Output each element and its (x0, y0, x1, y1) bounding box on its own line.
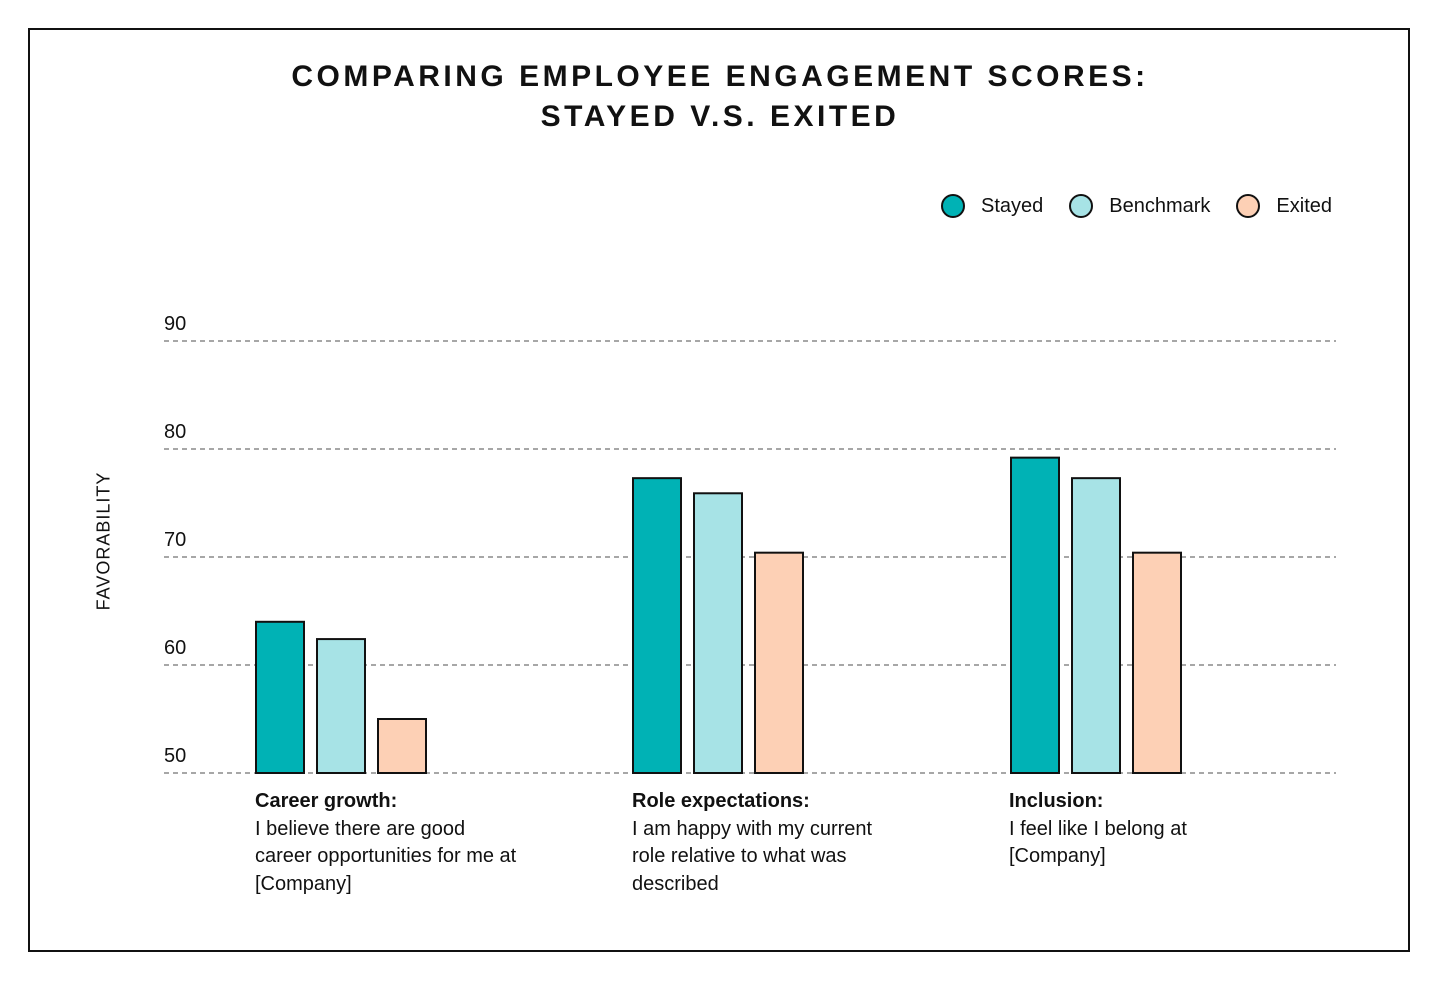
chart-frame (28, 28, 1410, 952)
bar-exited-role-expectations (754, 551, 804, 774)
legend-label-benchmark: Benchmark (1109, 194, 1211, 217)
y-tick-label-80: 80 (164, 421, 186, 443)
legend-item-benchmark: Benchmark (1069, 194, 1210, 218)
y-tick-label-60: 60 (164, 637, 186, 659)
bar-stayed-career-growth (255, 620, 305, 774)
bar-benchmark-inclusion (1071, 477, 1121, 774)
legend-swatch-stayed (940, 194, 965, 218)
chart-title-line-2: STAYED V.S. EXITED (540, 100, 900, 133)
bar-exited-career-growth (377, 718, 427, 774)
legend-label-exited: Exited (1276, 194, 1332, 217)
y-tick-label-70: 70 (164, 529, 186, 551)
legend: Stayed Benchmark Exited (940, 194, 1332, 218)
y-tick-label-50: 50 (164, 745, 186, 767)
category-title-inclusion: Inclusion: (1009, 790, 1104, 812)
category-label-role-expectations: Role expectations: I am happy with my cu… (632, 788, 902, 898)
legend-swatch-exited (1236, 194, 1261, 218)
legend-item-exited: Exited (1236, 194, 1332, 218)
bar-benchmark-career-growth (316, 638, 366, 775)
bar-stayed-inclusion (1010, 456, 1060, 774)
category-description-inclusion: I feel like I belong at [Company] (1009, 817, 1187, 868)
category-label-career-growth: Career growth: I believe there are good … (255, 788, 525, 898)
bar-stayed-role-expectations (632, 477, 682, 774)
y-tick-label-90: 90 (164, 313, 186, 335)
category-title-career-growth: Career growth: (255, 790, 398, 812)
bar-exited-inclusion (1132, 551, 1182, 774)
category-description-role-expectations: I am happy with my current role relative… (632, 817, 873, 895)
bar-benchmark-role-expectations (693, 492, 743, 774)
category-label-inclusion: Inclusion: I feel like I belong at [Comp… (1009, 788, 1209, 871)
category-title-role-expectations: Role expectations: (632, 790, 810, 812)
category-description-career-growth: I believe there are good career opportun… (255, 817, 517, 895)
legend-item-stayed: Stayed (940, 194, 1044, 218)
chart-title-line-1: COMPARING EMPLOYEE ENGAGEMENT SCORES: (291, 60, 1149, 93)
legend-label-stayed: Stayed (980, 194, 1044, 217)
legend-swatch-benchmark (1069, 194, 1094, 218)
